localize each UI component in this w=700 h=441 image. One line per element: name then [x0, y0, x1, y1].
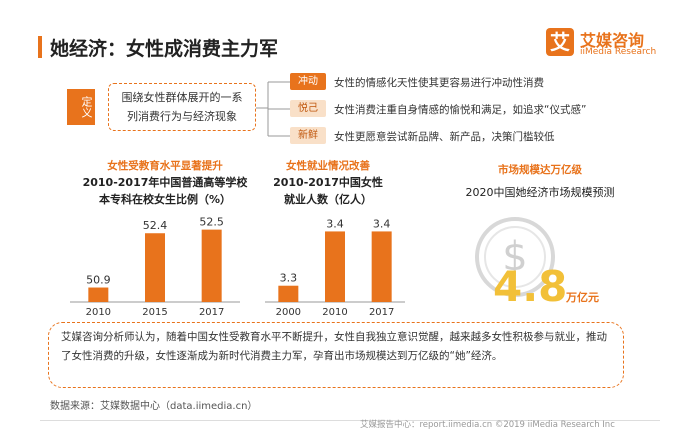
title-accent-bar	[38, 36, 42, 58]
market-subtitle: 2020中国她经济市场规模预测	[465, 186, 615, 199]
edu-chart-caption: 女性受教育水平显著提升	[107, 160, 223, 172]
definition-label: 定义	[67, 89, 95, 125]
emp-chart-caption: 女性就业情况改善	[286, 160, 370, 172]
market-value: 4.8	[493, 262, 568, 311]
definition-text-line1: 围绕女性群体展开的一系	[121, 91, 243, 104]
definition-box: 围绕女性群体展开的一系 列消费行为与经济现象	[108, 83, 256, 131]
desc-self-pleasing: 女性消费注重自身情感的愉悦和满足，如追求“仪式感”	[334, 104, 587, 116]
tag-impulse: 冲动	[290, 73, 326, 90]
emp-tick-label: 2000	[276, 307, 301, 318]
emp-tick-label: 2010	[322, 307, 347, 318]
logo-name: 艾媒咨询	[580, 31, 645, 50]
emp-value-label: 3.3	[280, 272, 298, 285]
edu-bar-chart: 50.9 2010 52.4 2015 52.5 2017	[70, 216, 240, 318]
emp-tick-label: 2017	[369, 307, 394, 318]
desc-novelty: 女性更愿意尝试新品牌、新产品，决策门槛较低	[334, 131, 555, 143]
edu-value-label: 52.5	[199, 216, 224, 229]
market-unit: 万亿元	[566, 291, 599, 304]
definition-text-line2: 列消费行为与经济现象	[127, 110, 237, 123]
edu-value-label: 52.4	[143, 219, 168, 232]
edu-tick-label: 2017	[199, 307, 224, 318]
emp-value-label: 3.4	[326, 217, 344, 230]
tag-novelty: 新鲜	[290, 127, 326, 144]
logo-english-name: iiMedia Research	[580, 47, 657, 57]
edu-tick-label: 2015	[142, 307, 167, 318]
footer-divider	[40, 420, 660, 421]
edu-tick-label: 2010	[86, 307, 111, 318]
logo-icon: 艾	[546, 28, 574, 56]
edu-bar-2015	[145, 233, 165, 302]
analyst-summary: 艾媒咨询分析师认为，随着中国女性受教育水平不断提升，女性自我独立意识觉醒，越来越…	[48, 322, 624, 388]
data-source: 数据来源：艾媒数据中心（data.iimedia.cn）	[50, 401, 258, 412]
edu-chart-subtitle: 2010-2017年中国普通高等学校 本专科在校女生比例（%）	[82, 176, 248, 206]
emp-value-label: 3.4	[373, 217, 391, 230]
emp-bar-2000	[278, 285, 299, 302]
page-title: 她经济：女性成消费主力军	[50, 38, 279, 60]
emp-bar-2010	[325, 231, 345, 302]
svg-text:$: $	[502, 234, 527, 280]
emp-bar-chart: 3.3 2000 3.4 2010 3.4 2017	[265, 217, 405, 318]
market-caption: 市场规模达万亿级	[498, 164, 582, 176]
edu-value-label: 50.9	[86, 274, 111, 287]
edu-bar-2017	[201, 229, 222, 302]
emp-chart-subtitle: 2010-2017中国女性 就业人数（亿人）	[273, 176, 383, 206]
tag-self-pleasing: 悦己	[290, 100, 326, 117]
footer-text: 艾媒报告中心：report.iimedia.cn ©2019 iiMedia R…	[360, 420, 615, 430]
definition-connector	[256, 81, 290, 137]
desc-impulse: 女性的情感化天性使其更容易进行冲动性消费	[334, 77, 544, 89]
currency-coin-icon: $	[475, 217, 555, 297]
edu-bar-2010	[88, 287, 109, 302]
emp-bar-2017	[371, 231, 392, 302]
